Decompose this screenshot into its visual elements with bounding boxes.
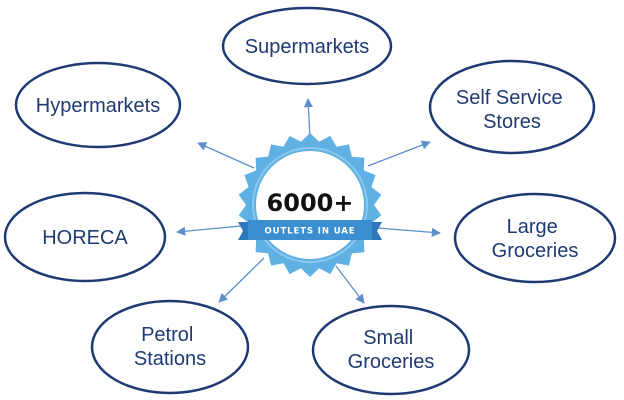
- node-self-service-stores: Self Service Stores: [428, 59, 596, 155]
- node-label-line: Supermarkets: [245, 36, 370, 58]
- node-label-line: Large: [507, 216, 558, 238]
- arrow-supermarkets: [303, 98, 313, 139]
- node-label-line: HORECA: [42, 227, 128, 249]
- node-ellipse: [90, 299, 250, 395]
- node-label-line: Self Service: [456, 87, 563, 109]
- ribbon-right-tail: [370, 222, 382, 240]
- svg-text:Petrol Stations: Petrol Stations: [134, 324, 206, 370]
- svg-text:Small Groceries: Small Groceries: [348, 327, 435, 373]
- node-label-line: Petrol: [141, 324, 193, 346]
- node-label-line: Stores: [483, 111, 541, 133]
- node-ellipse: [453, 192, 617, 284]
- node-ellipse: [221, 6, 393, 86]
- svg-text:HORECA: HORECA: [42, 227, 128, 249]
- node-ellipse: [3, 191, 167, 283]
- node-ellipse: [311, 304, 471, 396]
- node-large-groceries: Large Groceries: [453, 192, 617, 284]
- arrow-petrol-stations: [218, 257, 265, 303]
- arrow-self-service-stores: [367, 140, 431, 167]
- node-label-line: Small: [363, 327, 413, 349]
- arrow-horeca: [176, 225, 242, 236]
- node-petrol-stations: Petrol Stations: [90, 299, 250, 395]
- ribbon-band: [248, 220, 372, 240]
- badge-subtitle: OUTLETS IN UAE: [265, 227, 356, 237]
- arrow-small-groceries: [335, 265, 365, 304]
- svg-text:Supermarkets: Supermarkets: [245, 36, 370, 58]
- badge-inner-ring: [252, 147, 368, 263]
- node-label-line: Hypermarkets: [36, 95, 160, 117]
- node-supermarkets: Supermarkets: [221, 6, 393, 86]
- arrow-large-groceries: [377, 227, 441, 237]
- badge-title: 6000+: [267, 189, 354, 217]
- node-hypermarkets: Hypermarkets: [14, 61, 182, 149]
- node-ellipse: [14, 61, 182, 149]
- node-ellipse: [428, 59, 596, 155]
- node-label-line: Groceries: [492, 240, 579, 262]
- arrow-hypermarkets: [197, 142, 255, 169]
- svg-text:Self Service Stores: Self Service Stores: [456, 87, 568, 133]
- ribbon-left-tail: [238, 222, 250, 240]
- node-horeca: HORECA: [3, 191, 167, 283]
- arrow-group: [176, 98, 441, 304]
- center-badge: 6000+ OUTLETS IN UAE: [238, 133, 382, 277]
- node-small-groceries: Small Groceries: [311, 304, 471, 396]
- svg-text:Hypermarkets: Hypermarkets: [36, 95, 160, 117]
- node-label-line: Stations: [134, 348, 206, 370]
- svg-text:Large Groceries: Large Groceries: [492, 216, 579, 262]
- node-label-line: Groceries: [348, 351, 435, 373]
